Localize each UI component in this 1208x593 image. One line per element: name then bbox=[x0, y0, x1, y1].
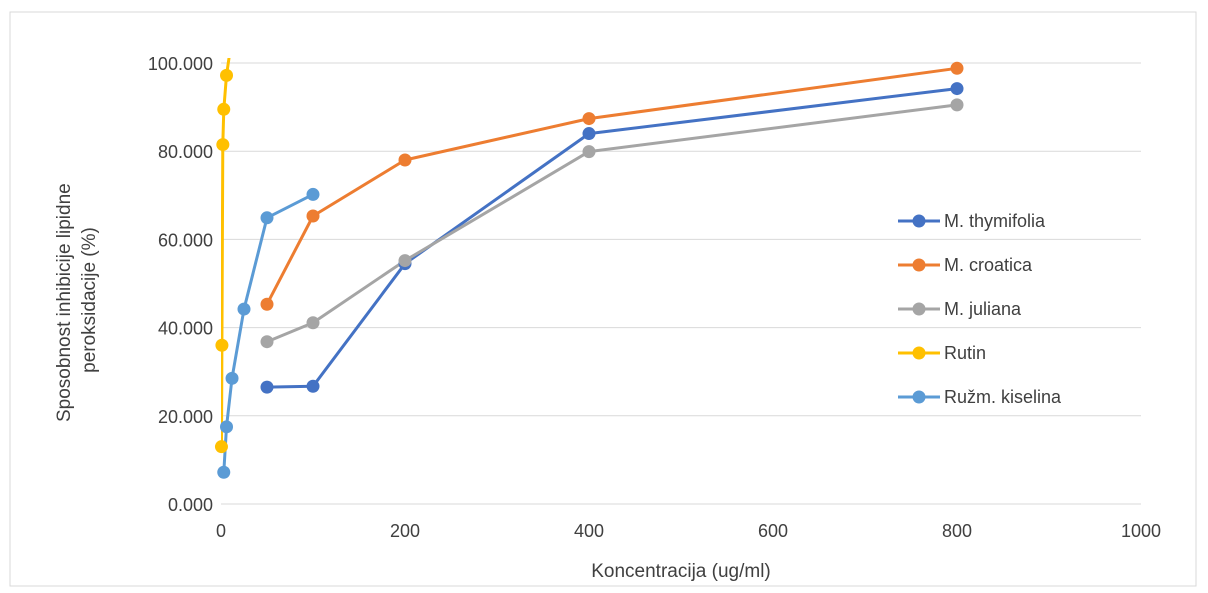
y-tick-label-2: 40.000 bbox=[158, 319, 213, 339]
point-rutin-4 bbox=[220, 68, 234, 82]
grid-lines bbox=[221, 62, 1141, 505]
point-m-juliana-4 bbox=[950, 98, 964, 112]
legend-item-m-croatica: M. croatica bbox=[898, 255, 1033, 275]
point-m-croatica-1 bbox=[306, 209, 320, 223]
legend-label-m-thymifolia: M. thymifolia bbox=[944, 211, 1046, 231]
point-m-croatica-0 bbox=[260, 297, 274, 311]
legend-item-m-thymifolia: M. thymifolia bbox=[898, 211, 1046, 231]
legend-item-m-juliana: M. juliana bbox=[898, 299, 1022, 319]
point-rutin-1 bbox=[215, 338, 229, 352]
x-tick-labels: 0 200 400 600 800 1000 bbox=[216, 521, 1161, 541]
point-ru-m-kiselina-3 bbox=[237, 302, 251, 316]
y-tick-label-5: 100.000 bbox=[148, 54, 213, 74]
legend-label-m-croatica: M. croatica bbox=[944, 255, 1033, 275]
x-tick-label-3: 600 bbox=[758, 521, 788, 541]
point-m-juliana-0 bbox=[260, 335, 274, 349]
point-ru-m-kiselina-1 bbox=[220, 420, 234, 434]
point-ru-m-kiselina-0 bbox=[217, 465, 231, 479]
point-m-croatica-3 bbox=[582, 112, 596, 126]
series-line-ru-m-kiselina bbox=[222, 193, 314, 473]
x-tick-label-4: 800 bbox=[942, 521, 972, 541]
x-tick-label-5: 1000 bbox=[1121, 521, 1161, 541]
y-axis-label: Sposobnost inhibicije lipidne peroksidac… bbox=[54, 178, 100, 422]
legend-label-ru-m-kiselina: Ružm. kiselina bbox=[944, 387, 1062, 407]
legend: M. thymifolia M. croatica M. juliana Rutin R… bbox=[898, 211, 1062, 407]
y-axis-label-line-1: Sposobnost inhibicije lipidne bbox=[54, 183, 75, 422]
chart-border bbox=[9, 11, 1197, 587]
point-ru-m-kiselina-4 bbox=[260, 211, 274, 225]
y-tick-label-4: 80.000 bbox=[158, 142, 213, 162]
point-m-croatica-4 bbox=[950, 61, 964, 75]
legend-marker-m-thymifolia bbox=[912, 214, 926, 228]
marker-layer bbox=[214, 61, 964, 479]
x-tick-label-0: 0 bbox=[216, 521, 226, 541]
legend-item-rutin: Rutin bbox=[898, 343, 986, 363]
point-m-juliana-2 bbox=[398, 254, 412, 268]
legend-label-rutin: Rutin bbox=[944, 343, 986, 363]
x-tick-label-2: 400 bbox=[574, 521, 604, 541]
y-tick-label-0: 0.000 bbox=[168, 495, 213, 515]
y-tick-labels: 0.000 20.000 40.000 60.000 80.000 100.000 bbox=[148, 54, 213, 515]
point-rutin-2 bbox=[216, 138, 230, 152]
legend-label-m-juliana: M. juliana bbox=[944, 299, 1022, 319]
x-tick-label-1: 200 bbox=[390, 521, 420, 541]
legend-marker-m-croatica bbox=[912, 258, 926, 272]
point-m-thymifolia-4 bbox=[950, 82, 964, 96]
point-m-juliana-1 bbox=[306, 316, 320, 330]
point-rutin-3 bbox=[217, 102, 231, 116]
point-m-thymifolia-0 bbox=[260, 380, 274, 394]
point-m-thymifolia-3 bbox=[582, 127, 596, 141]
point-ru-m-kiselina-2 bbox=[225, 371, 239, 385]
point-ru-m-kiselina-5 bbox=[306, 187, 320, 201]
x-axis-label: Koncentracija (ug/ml) bbox=[591, 561, 771, 582]
legend-marker-m-juliana bbox=[912, 302, 926, 316]
point-rutin-0 bbox=[214, 440, 228, 454]
point-m-croatica-2 bbox=[398, 153, 412, 167]
legend-item-ru-m-kiselina: Ružm. kiselina bbox=[898, 387, 1062, 407]
legend-marker-rutin bbox=[912, 346, 926, 360]
y-tick-label-3: 60.000 bbox=[158, 230, 213, 250]
point-m-juliana-3 bbox=[582, 145, 596, 159]
y-axis-label-line-2: peroksidacije (%) bbox=[79, 227, 100, 373]
legend-marker-ru-m-kiselina bbox=[912, 390, 926, 404]
point-m-thymifolia-1 bbox=[306, 379, 320, 393]
y-tick-label-1: 20.000 bbox=[158, 407, 213, 427]
